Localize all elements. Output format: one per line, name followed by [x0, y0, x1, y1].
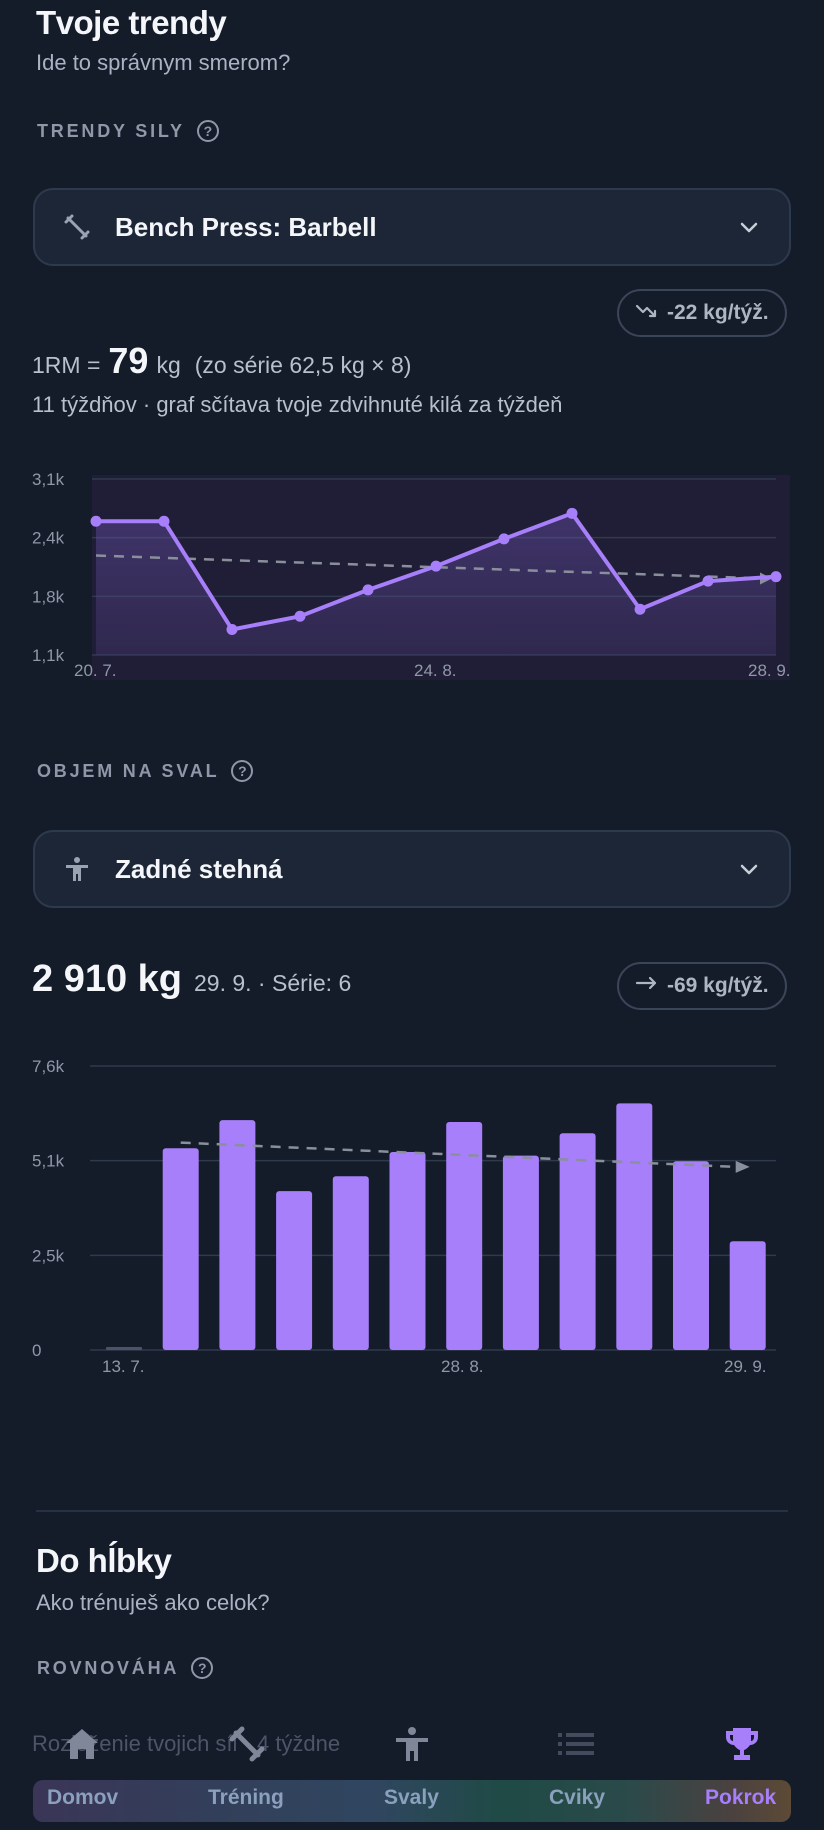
- chevron-down-icon: [737, 857, 761, 881]
- nav-item-pokrok[interactable]: Pokrok: [705, 1786, 777, 1809]
- data-point: [634, 603, 646, 615]
- data-point: [90, 515, 102, 527]
- nav-item-trening[interactable]: Tréning: [208, 1786, 284, 1809]
- bar: [446, 1122, 483, 1350]
- bar: [502, 1155, 539, 1350]
- data-point: [770, 571, 782, 583]
- body-icon[interactable]: [388, 1720, 436, 1768]
- data-point: [566, 507, 578, 519]
- dumbbell-icon[interactable]: [223, 1720, 271, 1768]
- data-point: [294, 610, 306, 622]
- page-title: Tvoje trendy: [36, 4, 227, 41]
- y-tick-label: 2,5k: [32, 1246, 65, 1265]
- bar-empty: [106, 1347, 142, 1350]
- bar: [559, 1133, 596, 1350]
- bar: [332, 1176, 369, 1350]
- exercise-selector[interactable]: Bench Press: Barbell: [33, 188, 791, 266]
- volume-section-label: OBJEM NA SVAL ?: [37, 760, 254, 782]
- page-subtitle: Ide to správnym smerom?: [36, 50, 291, 75]
- depth-subtitle: Ako trénuješ ako celok?: [36, 1590, 270, 1615]
- one-rm-unit: kg: [156, 352, 181, 378]
- trend-arrowhead: [735, 1160, 750, 1173]
- muscle-name: Zadné stehná: [115, 853, 283, 884]
- x-tick-label: 28. 9.: [748, 661, 791, 680]
- volume-meta: 29. 9. · Série: 6: [194, 970, 352, 996]
- x-tick-label: 24. 8.: [414, 661, 457, 680]
- volume-trend-value: -69 kg/týž.: [667, 974, 769, 997]
- exercise-icon: [63, 213, 91, 241]
- weeks-note: 11 týždňov · graf sčítava tvoje zdvihnut…: [32, 392, 563, 417]
- body-icon: [63, 855, 91, 883]
- strength-trend-badge: -22 kg/týž.: [617, 289, 787, 337]
- y-tick-label: 1,8k: [32, 587, 65, 606]
- trophy-icon[interactable]: [718, 1720, 766, 1768]
- nav-item-domov[interactable]: Domov: [47, 1786, 119, 1809]
- volume-bar-chart: 0 2,5k 5,1k 7,6k 13. 7. 28. 8. 29. 9.: [32, 1057, 776, 1376]
- x-tick-label: 29. 9.: [724, 1357, 767, 1376]
- y-tick-label: 7,6k: [32, 1057, 65, 1076]
- home-icon[interactable]: [58, 1720, 106, 1768]
- strength-label-text: TRENDY SILY: [37, 120, 185, 141]
- one-rm-value: 79: [108, 340, 149, 381]
- one-rm-prefix: 1RM =: [32, 352, 101, 378]
- muscle-selector[interactable]: Zadné stehná: [33, 830, 791, 908]
- y-tick-label: 2,4k: [32, 529, 65, 548]
- data-point: [430, 560, 442, 572]
- x-tick-label: 20. 7.: [74, 661, 117, 680]
- volume-summary: 2 910 kg 29. 9. · Série: 6: [32, 958, 351, 1001]
- volume-trend-badge: -69 kg/týž.: [617, 962, 787, 1010]
- strength-line-chart: 1,1k 1,8k 2,4k 3,1k 20. 7. 24. 8. 28. 9.: [32, 470, 791, 680]
- nav-item-svaly[interactable]: Svaly: [384, 1786, 439, 1809]
- bar: [162, 1148, 199, 1350]
- x-tick-label: 28. 8.: [441, 1357, 484, 1376]
- help-icon[interactable]: ?: [191, 1657, 214, 1679]
- data-point: [362, 584, 374, 596]
- volume-label-text: OBJEM NA SVAL: [37, 760, 220, 781]
- bar: [219, 1120, 256, 1350]
- bar: [729, 1241, 766, 1350]
- y-tick-label: 1,1k: [32, 646, 65, 665]
- bottom-nav: Domov Tréning Svaly Cviky Pokrok: [0, 1700, 824, 1830]
- section-divider: [36, 1510, 788, 1512]
- bar: [616, 1103, 653, 1350]
- data-point: [226, 623, 238, 635]
- data-point: [702, 575, 714, 587]
- nav-bar: Domov Tréning Svaly Cviky Pokrok: [33, 1780, 791, 1822]
- list-icon[interactable]: [552, 1720, 600, 1768]
- line-area: [96, 513, 776, 655]
- data-point: [498, 533, 510, 545]
- data-point: [158, 515, 170, 527]
- one-rm-row: 1RM = 79 kg (zo série 62,5 kg × 8): [32, 340, 411, 382]
- help-icon[interactable]: ?: [231, 760, 254, 782]
- depth-title: Do hĺbky: [36, 1542, 172, 1579]
- strength-section-label: TRENDY SILY ?: [37, 120, 219, 142]
- balance-section-label: ROVNOVÁHA ?: [37, 1657, 214, 1679]
- x-tick-label: 13. 7.: [102, 1357, 145, 1376]
- trend-line: [180, 1141, 736, 1169]
- chevron-down-icon: [737, 215, 761, 239]
- arrow-right-icon: [635, 973, 659, 999]
- trend-line: [95, 554, 765, 580]
- volume-total: 2 910 kg: [32, 958, 182, 1000]
- bar: [276, 1191, 313, 1350]
- one-rm-source: (zo série 62,5 kg × 8): [194, 352, 412, 378]
- help-icon[interactable]: ?: [196, 120, 219, 142]
- exercise-name: Bench Press: Barbell: [115, 211, 377, 242]
- nav-item-cviky[interactable]: Cviky: [549, 1786, 606, 1809]
- y-tick-label: 5,1k: [32, 1152, 65, 1171]
- bar: [389, 1151, 426, 1350]
- strength-trend-value: -22 kg/týž.: [667, 301, 769, 324]
- bar: [673, 1161, 709, 1350]
- y-tick-label: 3,1k: [32, 470, 65, 489]
- balance-label-text: ROVNOVÁHA: [37, 1657, 180, 1678]
- trend-down-icon: [635, 300, 659, 326]
- y-tick-label: 0: [32, 1341, 41, 1360]
